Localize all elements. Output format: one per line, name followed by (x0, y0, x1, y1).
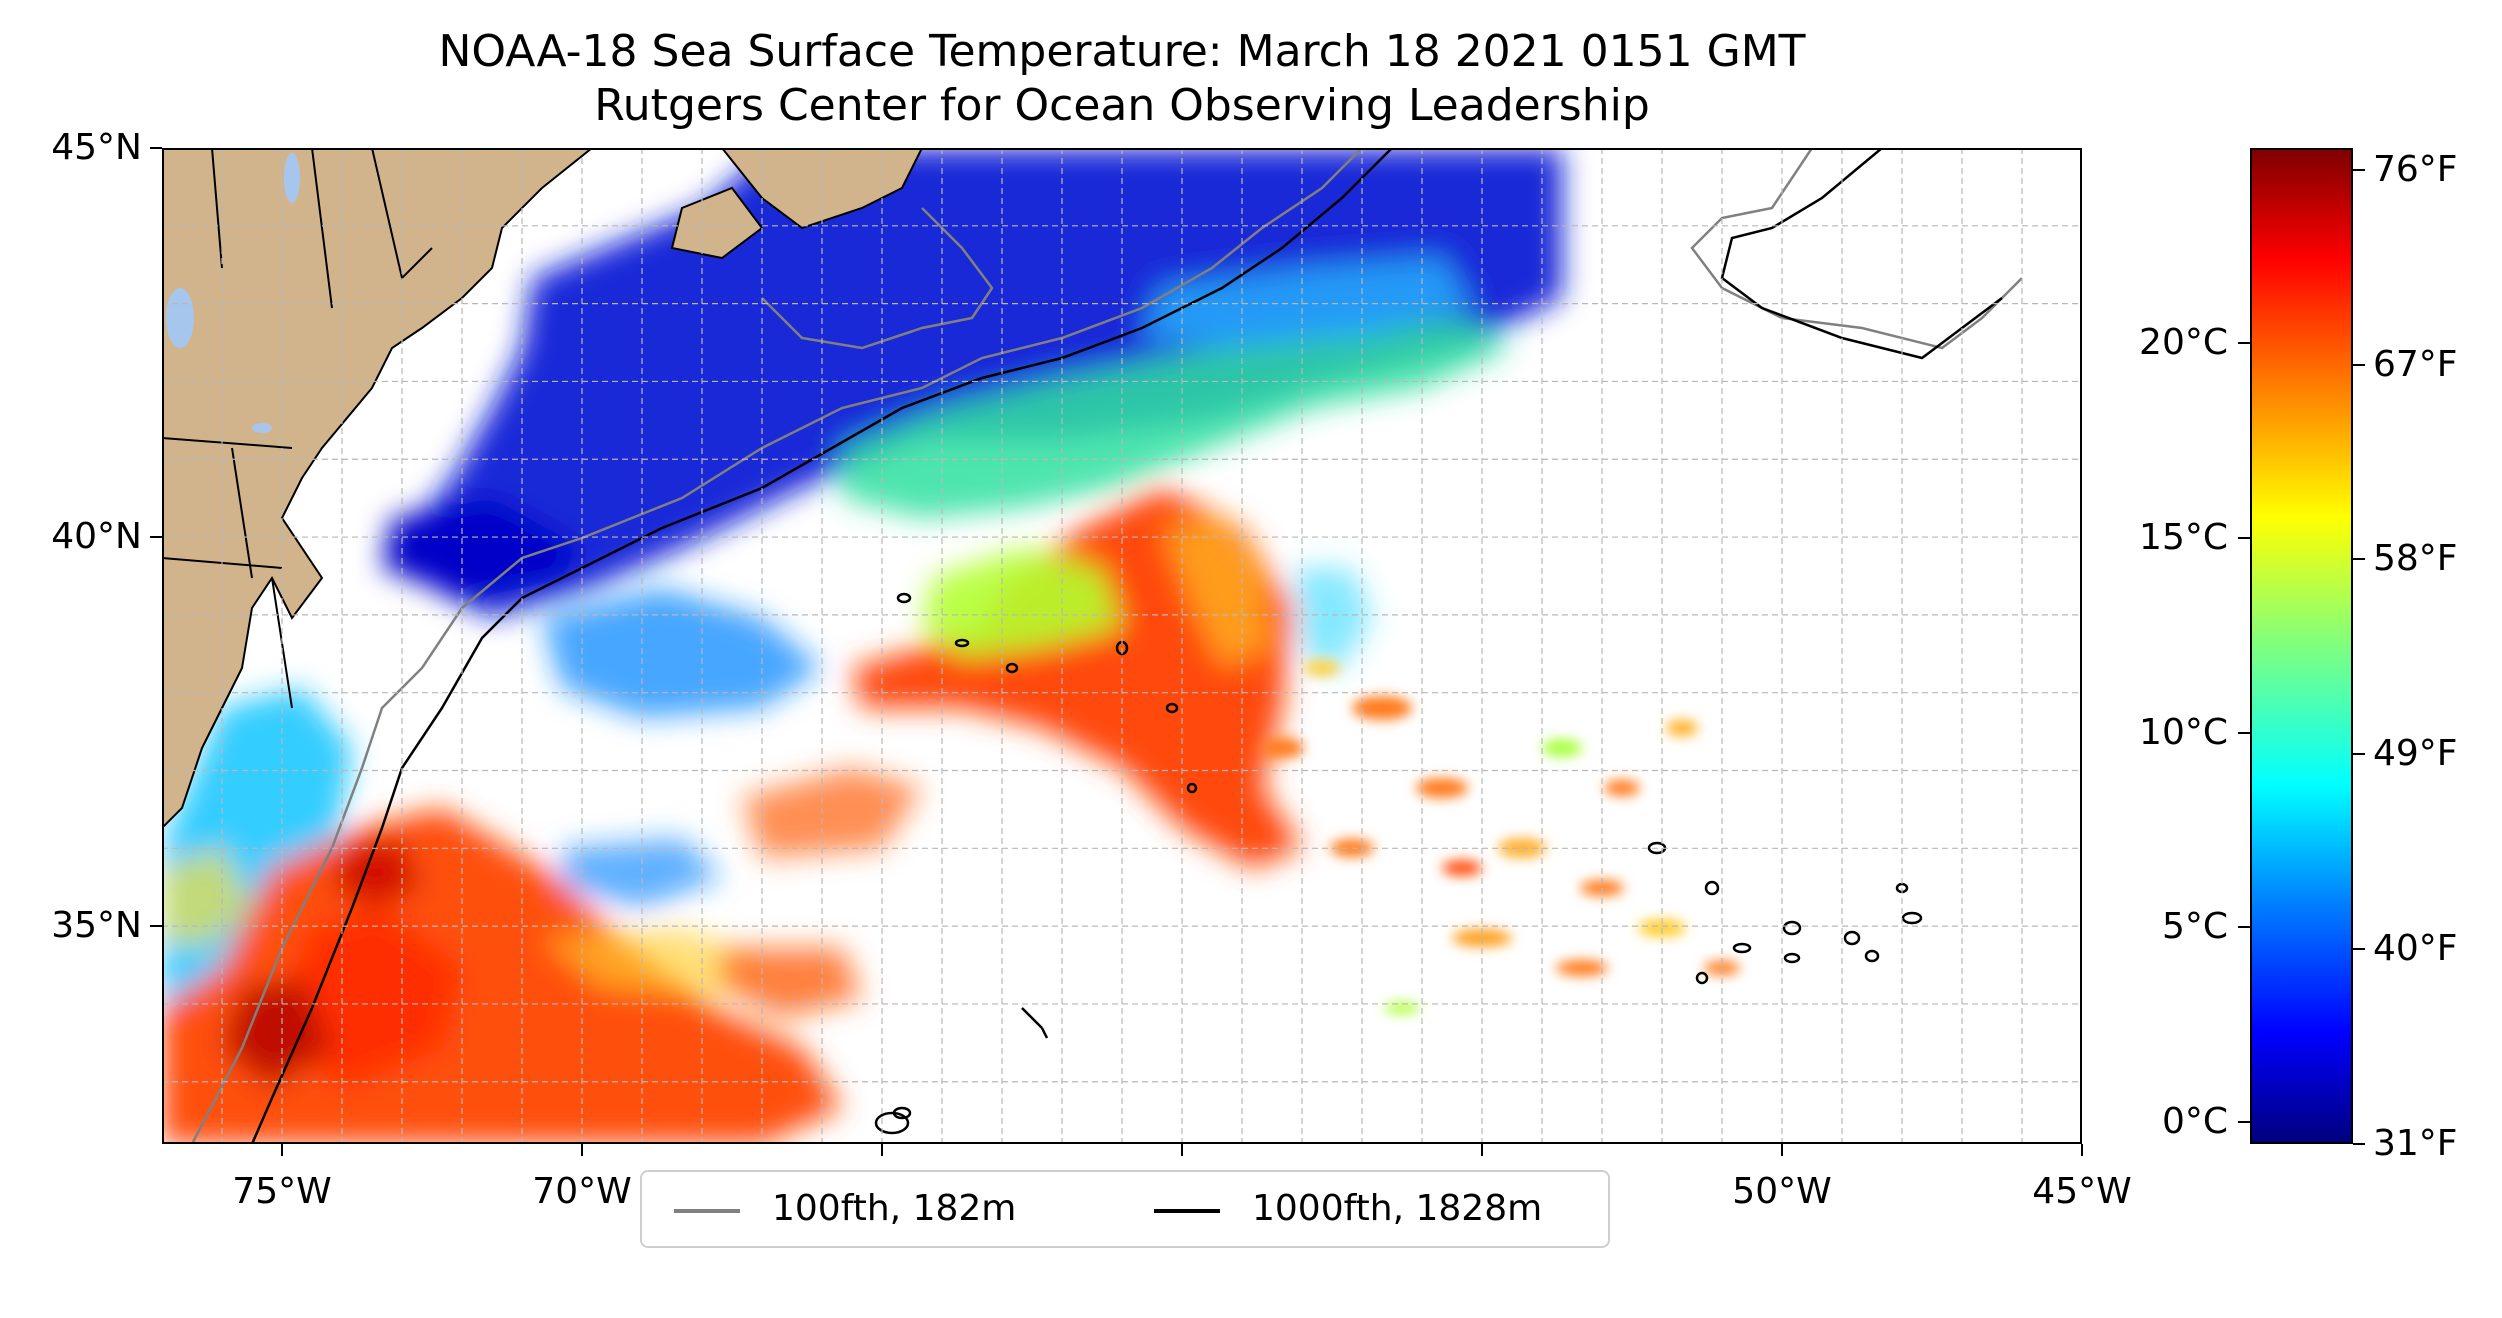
colorbar-tick-mark-f (2353, 1143, 2365, 1145)
legend-label-1000fth: 1000fth, 1828m (1252, 1188, 1543, 1229)
colorbar-label-fahrenheit: 58°F (2373, 538, 2458, 580)
colorbar-tick-mark-c (2238, 1121, 2250, 1124)
land (162, 148, 924, 830)
legend: 100fth, 182m 1000fth, 1828m (640, 1170, 1610, 1248)
lon-tick-mark (281, 1144, 283, 1156)
colorbar-tick-mark-f (2353, 558, 2365, 561)
lon-tick-label: 70°W (532, 1171, 632, 1212)
colorbar-tick-mark-f (2353, 948, 2365, 951)
lon-tick-label: 75°W (232, 1171, 332, 1212)
lon-tick-label: 50°W (1732, 1171, 1832, 1212)
colorbar-label-celsius: 10°C (2139, 711, 2228, 753)
sst-field (162, 148, 1740, 1144)
colorbar-tick-mark-f (2353, 168, 2365, 171)
lon-tick-mark (1781, 1144, 1783, 1156)
colorbar-tick-mark-c (2238, 536, 2250, 539)
lat-tick-label: 40°N (51, 516, 142, 558)
colorbar-label-celsius: 15°C (2139, 516, 2228, 558)
colorbar-label-celsius: 20°C (2139, 321, 2228, 363)
map-title: NOAA-18 Sea Surface Temperature: March 1… (438, 26, 1806, 77)
lat-tick-mark (150, 536, 162, 539)
lat-tick-label: 45°N (51, 127, 142, 168)
colorbar-label-fahrenheit: 49°F (2373, 733, 2458, 775)
colorbar-tick-mark-c (2238, 341, 2250, 344)
lon-tick-mark (881, 1144, 883, 1156)
legend-line-1000fth (1154, 1209, 1220, 1213)
colorbar-label-fahrenheit: 31°F (2373, 1123, 2458, 1164)
lon-tick-label: 45°W (2032, 1171, 2132, 1212)
lat-tick-mark (150, 147, 162, 149)
colorbar-tick-mark-f (2353, 363, 2365, 366)
lon-tick-mark (2081, 1144, 2083, 1156)
colorbar (2250, 148, 2353, 1144)
colorbar-label-fahrenheit: 40°F (2373, 928, 2458, 970)
lon-tick-mark (1481, 1144, 1483, 1156)
colorbar-tick-mark-c (2238, 731, 2250, 734)
colorbar-label-fahrenheit: 67°F (2373, 343, 2458, 385)
colorbar-tick-mark-c (2238, 926, 2250, 929)
colorbar-label-celsius: 0°C (2161, 1101, 2228, 1143)
lat-tick-mark (150, 925, 162, 928)
lon-tick-mark (1181, 1144, 1183, 1156)
lon-tick-mark (581, 1144, 583, 1156)
gridlines (162, 148, 2082, 1144)
lat-tick-label: 35°N (51, 905, 142, 947)
map-subtitle: Rutgers Center for Ocean Observing Leade… (594, 80, 1650, 131)
colorbar-label-celsius: 5°C (2161, 906, 2228, 948)
sst-map (162, 148, 2082, 1144)
legend-label-100fth: 100fth, 182m (772, 1188, 1017, 1229)
colorbar-label-fahrenheit: 76°F (2373, 148, 2458, 190)
colorbar-tick-mark-f (2353, 753, 2365, 756)
legend-line-100fth (674, 1209, 740, 1213)
